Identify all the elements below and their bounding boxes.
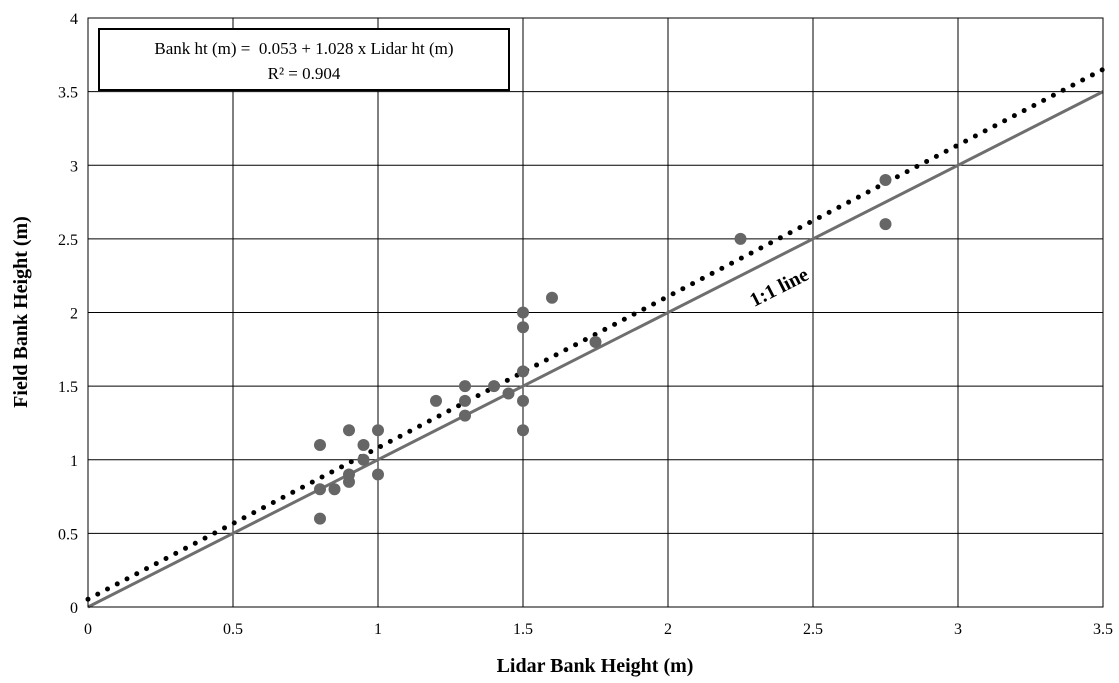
data-point <box>502 387 515 400</box>
regression-equation: Bank ht (m) = 0.053 + 1.028 x Lidar ht (… <box>154 39 453 58</box>
data-point <box>343 424 355 437</box>
data-point <box>459 394 471 407</box>
equation-box: Bank ht (m) = 0.053 + 1.028 x Lidar ht (… <box>98 28 510 91</box>
x-tick-label: 0 <box>84 621 92 638</box>
y-tick-labels: 0 0.5 1 1.5 2 2.5 3 3.5 4 <box>58 11 78 617</box>
data-point <box>488 380 500 393</box>
y-tick-label: 2 <box>70 306 78 323</box>
x-tick-label: 3 <box>954 621 962 638</box>
data-point <box>734 232 747 245</box>
y-tick-label: 2.5 <box>58 232 78 249</box>
data-point <box>459 380 471 393</box>
x-tick-label: 2.5 <box>803 621 823 638</box>
y-tick-label: 4 <box>70 11 78 28</box>
data-point <box>517 365 529 378</box>
x-tick-label: 2 <box>664 621 672 638</box>
data-point <box>589 335 602 348</box>
equation-box-frame <box>98 28 510 91</box>
data-point <box>517 424 529 437</box>
identity-line <box>87 90 1104 609</box>
fit-lines <box>85 66 1106 609</box>
data-point <box>546 291 558 304</box>
x-axis-title: Lidar Bank Height (m) <box>497 655 694 677</box>
data-point <box>314 512 326 525</box>
y-tick-label: 3.5 <box>58 85 78 102</box>
data-point <box>879 218 892 231</box>
y-axis-title: Field Bank Height (m) <box>10 216 32 408</box>
x-tick-label: 1 <box>374 621 382 638</box>
data-point <box>314 439 326 452</box>
data-point <box>314 483 326 496</box>
r-squared-label: R² = 0.904 <box>268 64 341 83</box>
y-tick-label: 0 <box>70 600 78 617</box>
data-point <box>517 306 529 319</box>
data-point <box>372 468 384 481</box>
data-point <box>357 453 370 466</box>
data-point <box>372 424 384 437</box>
data-points <box>314 173 892 525</box>
data-point <box>430 394 442 407</box>
y-tick-label: 0.5 <box>58 526 78 543</box>
data-point <box>517 321 529 334</box>
x-tick-label: 1.5 <box>513 621 533 638</box>
y-tick-label: 1 <box>70 453 78 470</box>
regression-line <box>85 66 1106 602</box>
data-point <box>357 439 370 452</box>
data-point <box>343 468 355 481</box>
x-tick-label: 0.5 <box>223 621 243 638</box>
data-point <box>879 173 892 186</box>
x-tick-label: 3.5 <box>1093 621 1113 638</box>
x-tick-labels: 0 0.5 1 1.5 2 2.5 3 3.5 <box>84 621 1113 638</box>
plot-border <box>87 17 1104 608</box>
data-point <box>517 394 529 407</box>
y-tick-label: 3 <box>70 158 78 175</box>
y-tick-label: 1.5 <box>58 379 78 396</box>
data-point <box>459 409 471 422</box>
data-point <box>328 483 341 496</box>
